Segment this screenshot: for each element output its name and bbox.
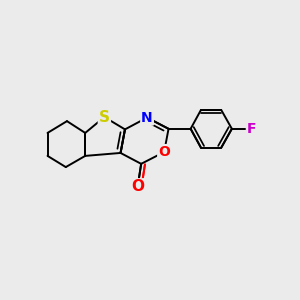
Text: F: F [247,122,256,136]
Text: O: O [158,145,170,159]
Text: N: N [141,111,153,124]
Text: S: S [99,110,110,124]
Text: O: O [131,179,144,194]
